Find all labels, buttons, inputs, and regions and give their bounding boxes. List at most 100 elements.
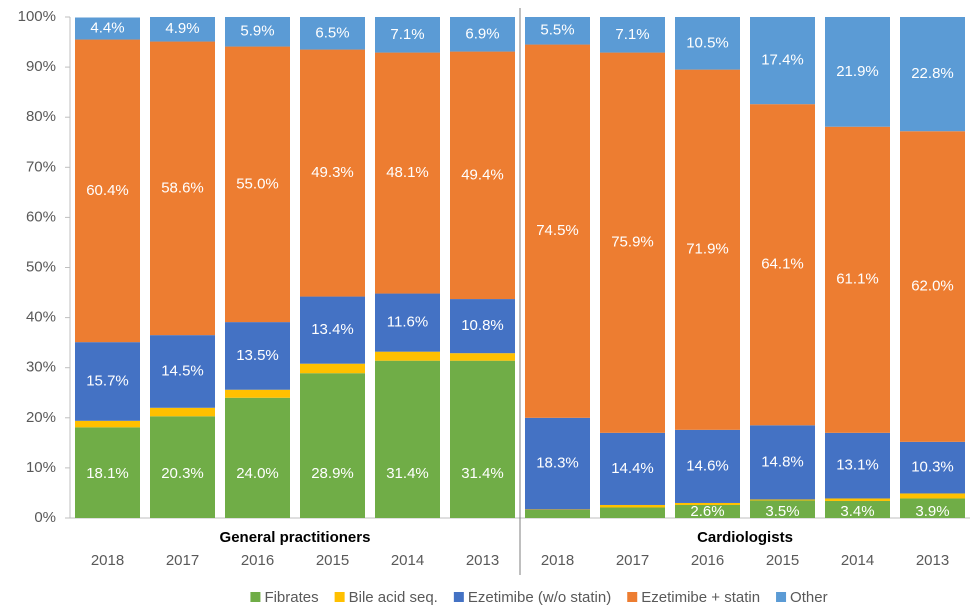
y-tick-label: 30% [26, 359, 56, 376]
legend-label: Ezetimibe + statin [641, 589, 760, 606]
value-label: 31.4% [386, 465, 429, 482]
bar-segment [450, 360, 515, 518]
bar-segment [150, 335, 215, 408]
value-label: 61.1% [836, 271, 879, 288]
value-label: 74.5% [536, 222, 579, 239]
value-label: 5.9% [240, 23, 274, 40]
value-label: 6.5% [315, 24, 349, 41]
x-tick-label: 2016 [691, 552, 724, 569]
legend-swatch [627, 592, 638, 602]
legend-label: Fibrates [264, 589, 318, 606]
value-label: 14.8% [761, 453, 804, 470]
bar-segment [150, 41, 215, 336]
value-label: 22.8% [911, 65, 954, 82]
legend-swatch [453, 592, 464, 602]
value-label: 14.4% [611, 460, 654, 477]
value-label: 3.4% [840, 503, 874, 520]
value-label: 10.5% [686, 34, 729, 51]
bar-segment [300, 49, 365, 297]
bar-segment [900, 131, 965, 442]
bar-segment [825, 500, 890, 518]
value-label: 4.9% [165, 20, 199, 37]
bar-segment [600, 17, 665, 53]
x-tick-label: 2013 [916, 552, 949, 569]
bar-segment [450, 51, 515, 300]
value-label: 17.4% [761, 52, 804, 69]
bar-segment [225, 397, 290, 518]
bar-segment [150, 17, 215, 42]
bar-segment [375, 360, 440, 518]
value-label: 7.1% [615, 26, 649, 43]
bar-segment [150, 416, 215, 518]
value-label: 7.1% [390, 26, 424, 43]
y-tick-label: 90% [26, 58, 56, 75]
bar-segment [75, 17, 140, 40]
value-label: 55.0% [236, 175, 279, 192]
x-tick-label: 2015 [316, 552, 349, 569]
value-label: 28.9% [311, 465, 354, 482]
bar-segment [225, 46, 290, 323]
value-label: 6.9% [465, 25, 499, 42]
group-label: General practitioners [220, 529, 371, 546]
bar-segment [375, 293, 440, 352]
bar-segment [600, 432, 665, 505]
bar-segment [900, 498, 965, 518]
y-tick-label: 0% [34, 509, 56, 526]
value-label: 20.3% [161, 465, 204, 482]
bar-segment [225, 322, 290, 390]
bar-segment [300, 373, 365, 518]
bar-segment [750, 425, 815, 500]
value-label: 21.9% [836, 63, 879, 80]
value-label: 2.6% [690, 503, 724, 520]
value-label: 3.5% [765, 503, 799, 520]
value-label: 13.4% [311, 321, 354, 338]
value-label: 14.5% [161, 362, 204, 379]
bar-segment [525, 509, 590, 510]
bar-segment [900, 493, 965, 499]
bar-segment [825, 17, 890, 127]
y-tick-label: 70% [26, 158, 56, 175]
x-tick-label: 2018 [541, 552, 574, 569]
value-label: 60.4% [86, 182, 129, 199]
bar-segment [675, 504, 740, 518]
bar-segment [525, 509, 590, 518]
bar-segment [825, 498, 890, 501]
bar-segment [675, 69, 740, 430]
value-label: 64.1% [761, 256, 804, 273]
x-tick-label: 2014 [841, 552, 874, 569]
value-label: 49.3% [311, 164, 354, 181]
bar-segment [600, 507, 665, 518]
value-label: 48.1% [386, 164, 429, 181]
value-label: 14.6% [686, 457, 729, 474]
x-tick-label: 2017 [166, 552, 199, 569]
value-label: 13.5% [236, 347, 279, 364]
x-tick-label: 2014 [391, 552, 424, 569]
value-label: 10.3% [911, 459, 954, 476]
bar-segment [600, 52, 665, 433]
bar-segment [150, 407, 215, 417]
bar-segment [225, 389, 290, 398]
bar-segment [900, 441, 965, 494]
bar-segment [375, 17, 440, 53]
y-tick-label: 40% [26, 309, 56, 326]
x-tick-label: 2017 [616, 552, 649, 569]
value-label: 58.6% [161, 179, 204, 196]
legend-swatch [334, 592, 345, 602]
value-label: 3.9% [915, 503, 949, 520]
x-tick-label: 2015 [766, 552, 799, 569]
bar-segment [300, 363, 365, 374]
bar-segment [750, 499, 815, 501]
bar-segment [375, 351, 440, 361]
legend-label: Other [790, 589, 828, 606]
bar-segment [450, 353, 515, 361]
value-label: 49.4% [461, 166, 504, 183]
bar-segment [75, 39, 140, 343]
y-tick-label: 20% [26, 409, 56, 426]
value-label: 10.8% [461, 317, 504, 334]
bar-segment [750, 500, 815, 518]
x-tick-label: 2018 [91, 552, 124, 569]
bar-segment [675, 502, 740, 505]
bar-segment [750, 17, 815, 105]
bar-segment [675, 17, 740, 70]
value-label: 11.6% [387, 314, 428, 331]
